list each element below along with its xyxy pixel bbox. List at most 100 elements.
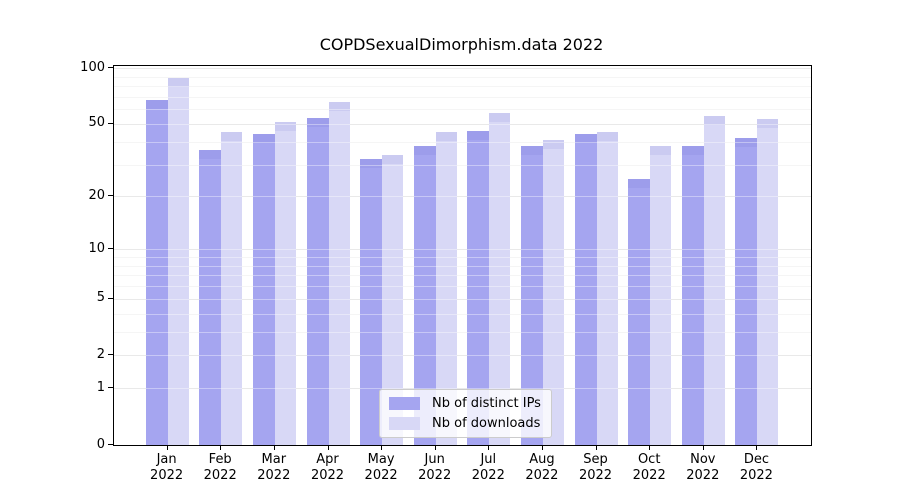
y-tick-100 bbox=[108, 67, 113, 68]
gridline-minor-3 bbox=[114, 331, 811, 333]
legend-label-downloads: Nb of downloads bbox=[432, 416, 541, 431]
gridline-minor-30 bbox=[114, 164, 811, 166]
gridline-minor-7 bbox=[114, 275, 811, 277]
bar-ips-jun bbox=[413, 145, 436, 445]
bar-downloads-jul bbox=[489, 113, 511, 445]
x-tick-label-jan: Jan 2022 bbox=[150, 452, 184, 483]
x-tick-feb bbox=[220, 445, 222, 450]
bar-downloads-dec bbox=[757, 119, 779, 445]
y-tick-2 bbox=[108, 354, 113, 356]
bar-ips-aug bbox=[520, 145, 543, 445]
x-tick-dec bbox=[756, 445, 758, 450]
gridline-minor-9 bbox=[114, 256, 811, 258]
y-tick-label-5: 5 bbox=[96, 290, 105, 306]
x-tick-label-may: May 2022 bbox=[364, 452, 398, 483]
gridline-minor-6 bbox=[114, 286, 811, 287]
gridline-overlay-100 bbox=[114, 68, 811, 69]
bar-ips-may bbox=[360, 159, 383, 445]
gridline-overlay-7 bbox=[114, 275, 811, 277]
chart-title: COPDSexualDimorphism.data 2022 bbox=[319, 35, 604, 54]
x-tick-may bbox=[381, 445, 383, 450]
x-tick-apr bbox=[327, 445, 329, 450]
y-tick-20 bbox=[108, 195, 113, 197]
y-tick-1 bbox=[108, 387, 113, 389]
bar-ips-sep bbox=[574, 134, 597, 445]
x-tick-label-jun: Jun 2022 bbox=[418, 452, 452, 483]
gridline-minor-80 bbox=[114, 86, 811, 87]
bar-downloads-feb bbox=[221, 132, 243, 445]
gridline-major-100 bbox=[114, 68, 811, 69]
legend-label-distinct-ips: Nb of distinct IPs bbox=[432, 396, 541, 411]
bar-ips-feb bbox=[199, 150, 222, 445]
x-tick-label-nov: Nov 2022 bbox=[686, 452, 720, 483]
bar-ips-oct bbox=[628, 178, 651, 445]
gridline-major-20 bbox=[114, 196, 811, 198]
gridline-overlay-1 bbox=[114, 388, 811, 390]
legend-entry-downloads: Nb of downloads bbox=[389, 416, 541, 431]
x-tick-jul bbox=[488, 445, 490, 450]
gridline-overlay-6 bbox=[114, 286, 811, 287]
gridline-overlay-70 bbox=[114, 96, 811, 98]
x-tick-aug bbox=[541, 445, 543, 450]
bar-downloads-sep bbox=[596, 132, 618, 445]
bar-downloads-mar bbox=[274, 122, 296, 445]
x-tick-jan bbox=[166, 445, 168, 450]
gridline-major-1 bbox=[114, 388, 811, 390]
x-tick-oct bbox=[649, 445, 651, 450]
x-tick-mar bbox=[273, 445, 275, 450]
y-tick-0 bbox=[108, 444, 113, 445]
x-tick-label-apr: Apr 2022 bbox=[310, 452, 345, 483]
x-tick-jun bbox=[434, 445, 436, 450]
y-tick-label-20: 20 bbox=[88, 187, 105, 203]
bar-downloads-jan bbox=[167, 78, 189, 445]
y-tick-5 bbox=[108, 297, 113, 299]
bar-ips-apr bbox=[306, 117, 329, 445]
bar-downloads-may bbox=[382, 154, 404, 445]
bar-ips-dec bbox=[735, 137, 758, 445]
bar-ips-mar bbox=[252, 134, 275, 445]
x-tick-label-dec: Dec 2022 bbox=[739, 452, 773, 483]
y-tick-50 bbox=[108, 122, 113, 124]
gridline-overlay-80 bbox=[114, 86, 811, 87]
gridline-major-10 bbox=[114, 249, 811, 251]
x-tick-nov bbox=[702, 445, 704, 450]
legend-swatch-distinct-ips-icon bbox=[389, 397, 420, 410]
gridline-overlay-50 bbox=[114, 123, 811, 125]
gridline-major-5 bbox=[114, 298, 811, 300]
x-tick-label-sep: Sep 2022 bbox=[578, 452, 613, 483]
x-tick-label-feb: Feb 2022 bbox=[203, 452, 237, 483]
bar-downloads-jun bbox=[435, 132, 457, 445]
y-tick-10 bbox=[108, 248, 113, 250]
gridline-major-2 bbox=[114, 355, 811, 357]
gridline-overlay-40 bbox=[114, 141, 811, 143]
x-tick-label-aug: Aug 2022 bbox=[525, 452, 559, 483]
bar-ips-nov bbox=[681, 145, 704, 445]
gridline-overlay-8 bbox=[114, 265, 811, 267]
gridline-minor-40 bbox=[114, 141, 811, 143]
gridline-major-50 bbox=[114, 123, 811, 125]
bar-ips-jan bbox=[145, 100, 168, 445]
x-tick-sep bbox=[595, 445, 597, 450]
y-tick-label-10: 10 bbox=[88, 240, 105, 256]
gridline-overlay-90 bbox=[114, 76, 811, 78]
y-tick-label-2: 2 bbox=[96, 346, 105, 362]
gridline-overlay-2 bbox=[114, 355, 811, 357]
gridline-overlay-5 bbox=[114, 298, 811, 300]
bar-ips-jul bbox=[467, 130, 490, 445]
gridline-minor-60 bbox=[114, 109, 811, 111]
gridline-overlay-4 bbox=[114, 313, 811, 315]
gridline-minor-4 bbox=[114, 313, 811, 315]
x-tick-label-mar: Mar 2022 bbox=[257, 452, 291, 483]
gridline-overlay-60 bbox=[114, 109, 811, 111]
x-tick-label-oct: Oct 2022 bbox=[632, 452, 666, 483]
gridline-overlay-30 bbox=[114, 164, 811, 166]
plot-area: Nb of distinct IPs Nb of downloads bbox=[113, 65, 812, 446]
y-tick-label-100: 100 bbox=[80, 59, 105, 75]
legend-swatch-downloads-icon bbox=[389, 417, 420, 430]
gridline-minor-90 bbox=[114, 76, 811, 78]
bar-downloads-apr bbox=[328, 101, 350, 445]
gridline-overlay-3 bbox=[114, 331, 811, 333]
legend-entry-distinct-ips: Nb of distinct IPs bbox=[389, 396, 541, 411]
y-tick-label-0: 0 bbox=[96, 436, 105, 452]
